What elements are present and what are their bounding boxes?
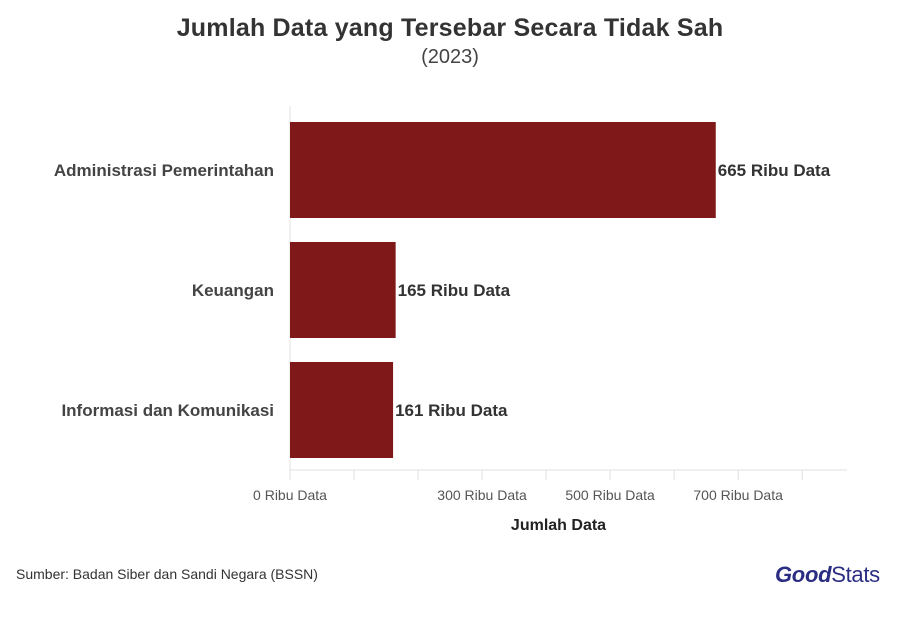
x-tick-label: 500 Ribu Data — [565, 487, 655, 503]
category-label: Administrasi Pemerintahan — [54, 161, 274, 180]
bar — [290, 242, 396, 338]
source-note: Sumber: Badan Siber dan Sandi Negara (BS… — [16, 566, 318, 582]
x-tick-label: 300 Ribu Data — [437, 487, 527, 503]
category-label: Keuangan — [192, 281, 274, 300]
category-label: Informasi dan Komunikasi — [61, 401, 274, 420]
data-label: 165 Ribu Data — [398, 281, 511, 300]
bar — [290, 362, 394, 458]
x-tick-label: 0 Ribu Data — [253, 487, 327, 503]
data-label: 161 Ribu Data — [395, 401, 508, 420]
chart-subtitle: (2023) — [421, 46, 479, 68]
x-tick-label: 700 Ribu Data — [693, 487, 783, 503]
logo-good-text: Good — [775, 562, 832, 587]
logo-stats-text: Stats — [831, 562, 880, 587]
bar-chart: 0 Ribu Data 300 Ribu Data 500 Ribu Data 700… — [54, 106, 847, 534]
goodstats-logo: GoodStats — [775, 562, 880, 588]
x-axis-title: Jumlah Data — [511, 517, 606, 534]
chart-title: Jumlah Data yang Tersebar Secara Tidak S… — [176, 14, 724, 42]
bar — [290, 122, 716, 218]
data-label: 665 Ribu Data — [718, 161, 831, 180]
